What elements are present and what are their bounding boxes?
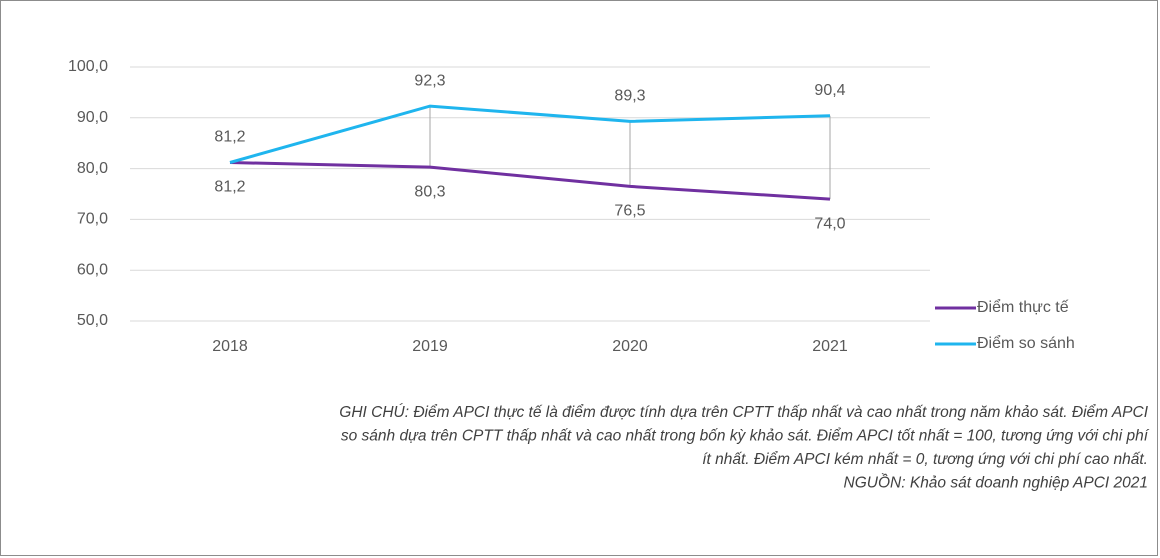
legend-label: Điểm thực tế [977, 298, 1069, 316]
series-line [229, 104, 831, 164]
y-tick-label: 60,0 [77, 261, 108, 278]
series-line [229, 161, 831, 201]
y-tick-label: 50,0 [77, 312, 108, 329]
y-tick-label: 80,0 [77, 160, 108, 177]
data-label: 74,0 [814, 215, 845, 232]
data-label: 92,3 [414, 72, 445, 89]
note: so sánh dựa trên CPTT thấp nhất và cao n… [341, 428, 1150, 445]
data-label: 76,5 [614, 203, 645, 220]
y-tick-label: 100,0 [68, 58, 108, 75]
legend-label: Điểm so sánh [977, 334, 1075, 352]
note: NGUỒN: Khảo sát doanh nghiệp APCI 2021 [844, 474, 1148, 492]
x-tick-label: 2021 [812, 338, 848, 355]
y-tick-label: 70,0 [77, 211, 108, 228]
x-tick-label: 2018 [212, 338, 248, 355]
data-label: 90,4 [814, 82, 845, 99]
note: ít nhất. Điểm APCI kém nhất = 0, tương ứ… [702, 451, 1148, 468]
x-tick-label: 2019 [412, 338, 448, 355]
x-tick-label: 2020 [612, 338, 648, 355]
note: GHI CHÚ: Điểm APCI thực tế là điểm được … [339, 404, 1148, 421]
data-label: 80,3 [414, 183, 445, 200]
data-label: 81,2 [214, 179, 245, 196]
data-label: 89,3 [614, 88, 645, 105]
y-tick-label: 90,0 [77, 109, 108, 126]
data-label: 81,2 [214, 129, 245, 146]
